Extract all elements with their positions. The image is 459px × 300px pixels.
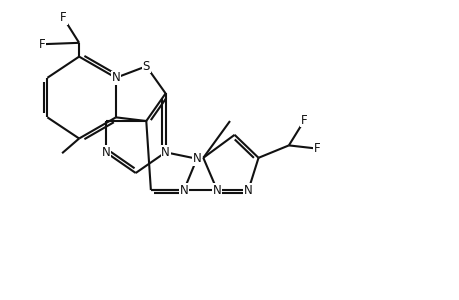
Text: F: F (60, 11, 67, 25)
Text: N: N (212, 184, 221, 196)
Text: N: N (243, 184, 252, 196)
Text: F: F (39, 38, 45, 51)
Text: N: N (161, 146, 170, 159)
Text: N: N (111, 71, 120, 84)
Text: F: F (301, 114, 307, 127)
Text: N: N (179, 184, 188, 196)
Text: N: N (192, 152, 201, 165)
Text: N: N (101, 146, 110, 159)
Text: S: S (142, 60, 150, 73)
Text: F: F (313, 142, 320, 155)
